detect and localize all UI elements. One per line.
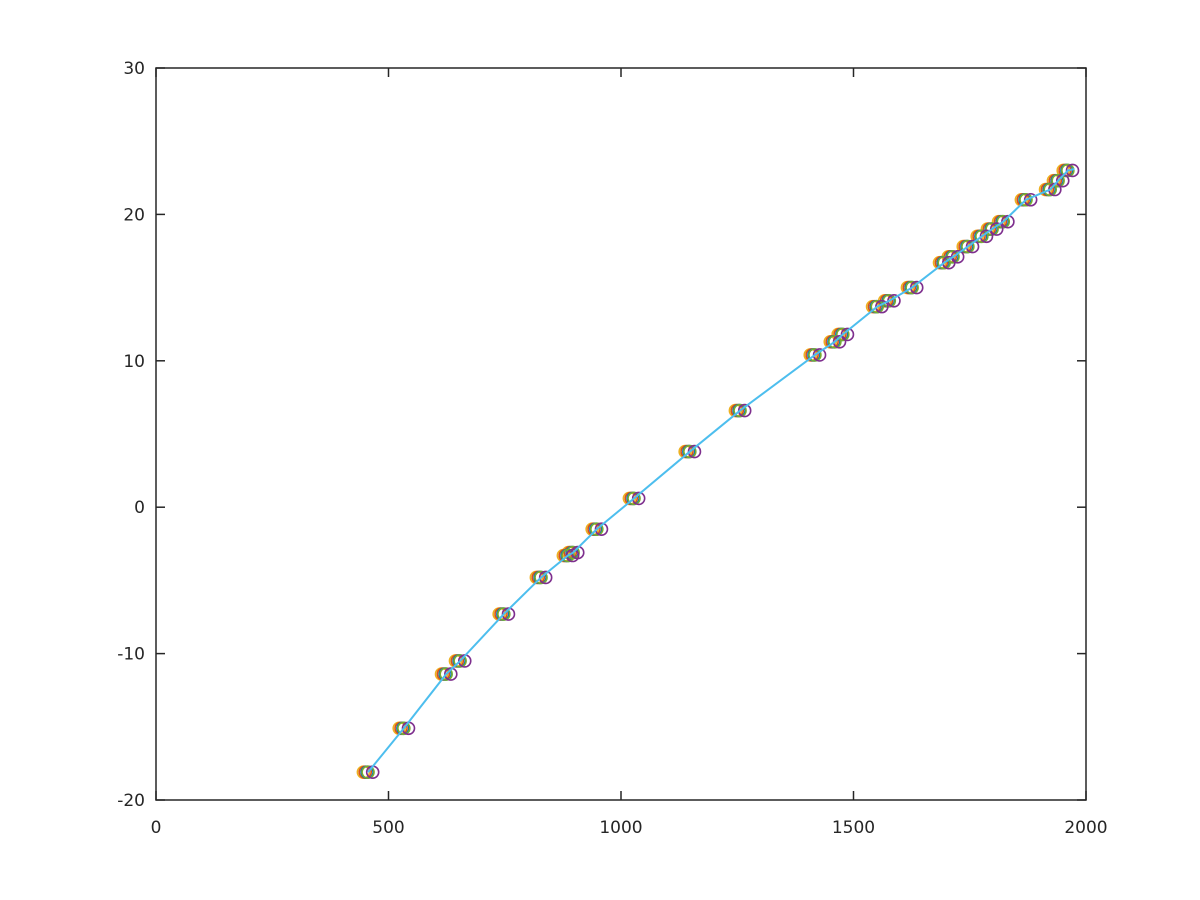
data-point — [961, 239, 975, 254]
y-tick-label: 20 — [123, 205, 145, 225]
data-point — [870, 299, 885, 314]
series-4 — [365, 163, 1080, 779]
axis-ticks — [155, 67, 1087, 801]
y-tick-label: -10 — [117, 645, 145, 665]
data-point — [439, 667, 453, 681]
data-point — [444, 667, 458, 681]
data-point — [1051, 173, 1065, 188]
data-point — [497, 607, 511, 621]
x-tick-label: 500 — [372, 818, 404, 838]
data-point — [905, 280, 919, 295]
data-point — [733, 403, 747, 418]
x-tick-label: 1500 — [832, 818, 875, 838]
data-point — [1019, 192, 1033, 207]
fit-line — [367, 168, 1075, 773]
x-tick-label: 1000 — [599, 818, 642, 838]
x-tick-label: 0 — [151, 818, 162, 838]
data-point — [397, 721, 411, 736]
data-marks — [356, 163, 1080, 779]
y-tick-label: 30 — [123, 59, 145, 79]
data-point — [1043, 182, 1057, 197]
series-2 — [360, 163, 1074, 779]
x-tick-label: 2000 — [1064, 818, 1107, 838]
data-point — [534, 570, 548, 585]
data-point — [590, 522, 604, 536]
data-point — [828, 334, 842, 349]
plot-frame — [155, 67, 1087, 801]
y-tick-label: 10 — [123, 352, 145, 372]
series-0 — [356, 163, 1071, 779]
data-point — [453, 654, 467, 668]
data-point — [808, 348, 822, 362]
data-point — [836, 327, 850, 342]
tick-labels: 0 500 1000 1500 2000 -20 -10 0 10 20 30 — [117, 59, 1107, 838]
y-tick-label: -20 — [117, 791, 145, 811]
data-point — [627, 491, 641, 506]
data-point — [975, 229, 989, 244]
series-3 — [361, 163, 1075, 779]
y-tick-label: 0 — [134, 498, 145, 518]
data-point — [361, 765, 375, 779]
data-point — [683, 444, 697, 459]
